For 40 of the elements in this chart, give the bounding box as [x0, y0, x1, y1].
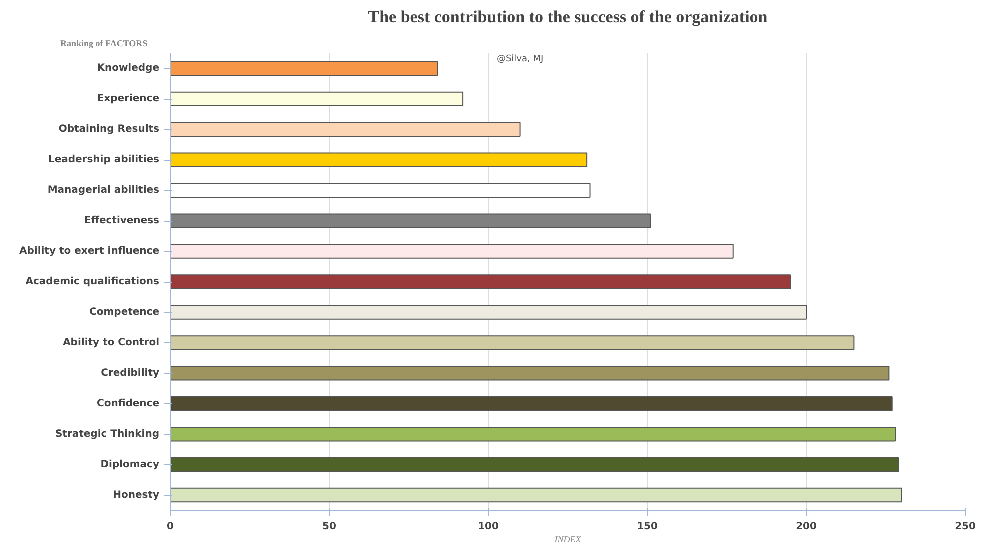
y-tick-label: Managerial abilities — [48, 185, 160, 196]
y-tick-label: Leadership abilities — [48, 154, 160, 166]
bar — [170, 366, 890, 381]
bar — [170, 92, 464, 107]
bar — [170, 183, 591, 198]
bar — [170, 122, 521, 138]
x-tick-label: 200 — [796, 522, 817, 532]
y-tick-label: Ability to exert influence — [20, 246, 160, 258]
bar — [170, 61, 438, 76]
y-tick-label: Confidence — [96, 398, 160, 410]
chart-title: The best contribution to the success of the organization — [368, 8, 768, 26]
y-axis-title: Ranking of FACTORS — [60, 38, 148, 48]
bar — [170, 152, 588, 168]
y-tick-label: Strategic Thinking — [55, 428, 160, 440]
y-tick-label: Honesty — [113, 490, 160, 501]
x-tick-label: 150 — [637, 522, 658, 532]
x-axis-title: INDEX — [554, 534, 582, 544]
bar — [170, 214, 652, 228]
y-tick-label: Diplomacy — [100, 459, 160, 470]
bar — [170, 274, 792, 290]
bar — [170, 336, 855, 350]
bar — [170, 244, 734, 259]
x-tick-label: 250 — [955, 522, 976, 532]
x-tick-label: 50 — [322, 522, 336, 532]
y-tick-label: Ability to Control — [63, 337, 160, 348]
bar — [170, 305, 807, 320]
bar — [170, 457, 900, 472]
y-tick-label: Knowledge — [97, 63, 160, 74]
x-tick-label: 100 — [478, 522, 499, 532]
y-tick-label: Competence — [90, 306, 160, 318]
bar — [170, 488, 902, 503]
y-tick-label: Experience — [97, 94, 160, 105]
y-tick-label: Academic qualifications — [26, 276, 160, 288]
bar — [170, 396, 893, 412]
bar — [170, 426, 896, 442]
annotation: @Silva, MJ — [496, 54, 544, 65]
y-tick-label: Effectiveness — [84, 216, 160, 227]
y-tick-label: Credibility — [101, 368, 160, 379]
y-tick-label: Obtaining Results — [58, 124, 160, 136]
x-tick-label: 0 — [167, 522, 174, 532]
